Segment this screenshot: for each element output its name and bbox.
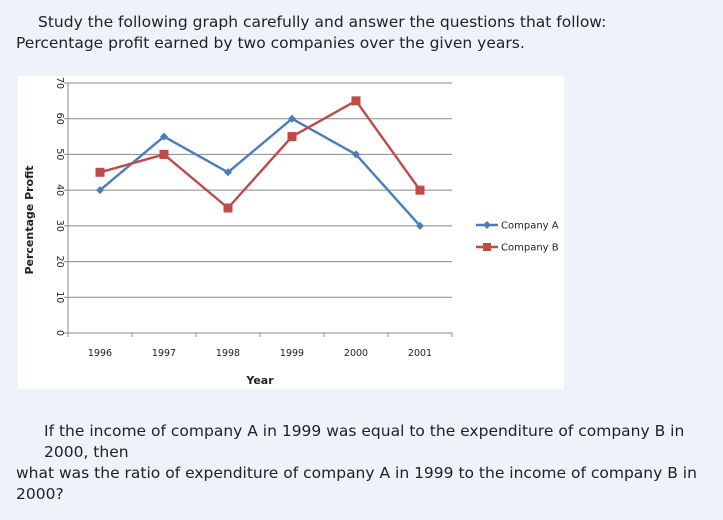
question-line-1: If the income of company A in 1999 was e… bbox=[44, 422, 685, 461]
point-company-a-2000 bbox=[352, 150, 360, 159]
intro-text: Study the following graph carefully and … bbox=[0, 12, 723, 54]
line-chart: 0 10 20 30 40 50 60 70 1996 1997 1998 1999 2000 2001… bbox=[23, 77, 559, 387]
x-tick-label-1999: 1999 bbox=[280, 348, 304, 359]
y-tick-label-50: 50 bbox=[54, 148, 65, 160]
legend-label-company-a: Company A bbox=[501, 221, 559, 232]
point-company-b-1996 bbox=[95, 167, 105, 177]
y-tick-label-10: 10 bbox=[54, 291, 65, 303]
x-tick-labels: 1996 1997 1998 1999 2000 2001 bbox=[88, 348, 432, 359]
y-tick-label-0: 0 bbox=[54, 330, 65, 336]
point-company-b-1997 bbox=[159, 149, 169, 159]
legend-marker-company-b bbox=[483, 243, 491, 251]
point-company-a-1999 bbox=[288, 114, 296, 123]
point-company-b-2000 bbox=[351, 96, 361, 106]
x-tick-label-1997: 1997 bbox=[152, 348, 176, 359]
axes bbox=[64, 82, 453, 337]
legend-label-company-b: Company B bbox=[501, 243, 559, 254]
y-tick-label-30: 30 bbox=[54, 220, 65, 232]
point-company-a-2001 bbox=[416, 221, 424, 230]
question-line-2: what was the ratio of expenditure of com… bbox=[16, 464, 697, 503]
legend-marker-company-a bbox=[483, 221, 491, 229]
x-tick-label-2001: 2001 bbox=[408, 348, 432, 359]
x-tick-label-2000: 2000 bbox=[344, 348, 368, 359]
chart-legend: Company A Company B bbox=[476, 221, 559, 254]
x-tick-label-1996: 1996 bbox=[88, 348, 112, 359]
series-lines bbox=[95, 96, 425, 230]
intro-line-2: Percentage profit earned by two companie… bbox=[16, 34, 525, 52]
point-company-b-1999 bbox=[287, 132, 297, 142]
point-company-a-1997 bbox=[160, 132, 168, 141]
intro-line-1: Study the following graph carefully and … bbox=[38, 13, 607, 31]
y-tick-label-40: 40 bbox=[54, 184, 65, 196]
point-company-b-2001 bbox=[415, 185, 425, 195]
point-company-a-1996 bbox=[96, 186, 104, 195]
question-text: If the income of company A in 1999 was e… bbox=[0, 421, 723, 505]
y-tick-label-20: 20 bbox=[54, 256, 65, 268]
series-line-company-a bbox=[99, 117, 421, 227]
y-tick-label-70: 70 bbox=[54, 77, 65, 89]
point-company-b-1998 bbox=[223, 203, 233, 213]
series-line-company-b bbox=[99, 99, 421, 210]
y-tick-label-60: 60 bbox=[54, 113, 65, 125]
x-tick-label-1998: 1998 bbox=[216, 348, 240, 359]
chart-area: 0 10 20 30 40 50 60 70 1996 1997 1998 1999 2000 2001… bbox=[18, 76, 564, 389]
grid-lines bbox=[68, 82, 452, 298]
x-axis-label: Year bbox=[245, 374, 274, 387]
point-company-a-1998 bbox=[224, 168, 232, 177]
y-tick-labels: 0 10 20 30 40 50 60 70 bbox=[54, 77, 65, 336]
y-axis-label: Percentage Profit bbox=[23, 165, 36, 274]
